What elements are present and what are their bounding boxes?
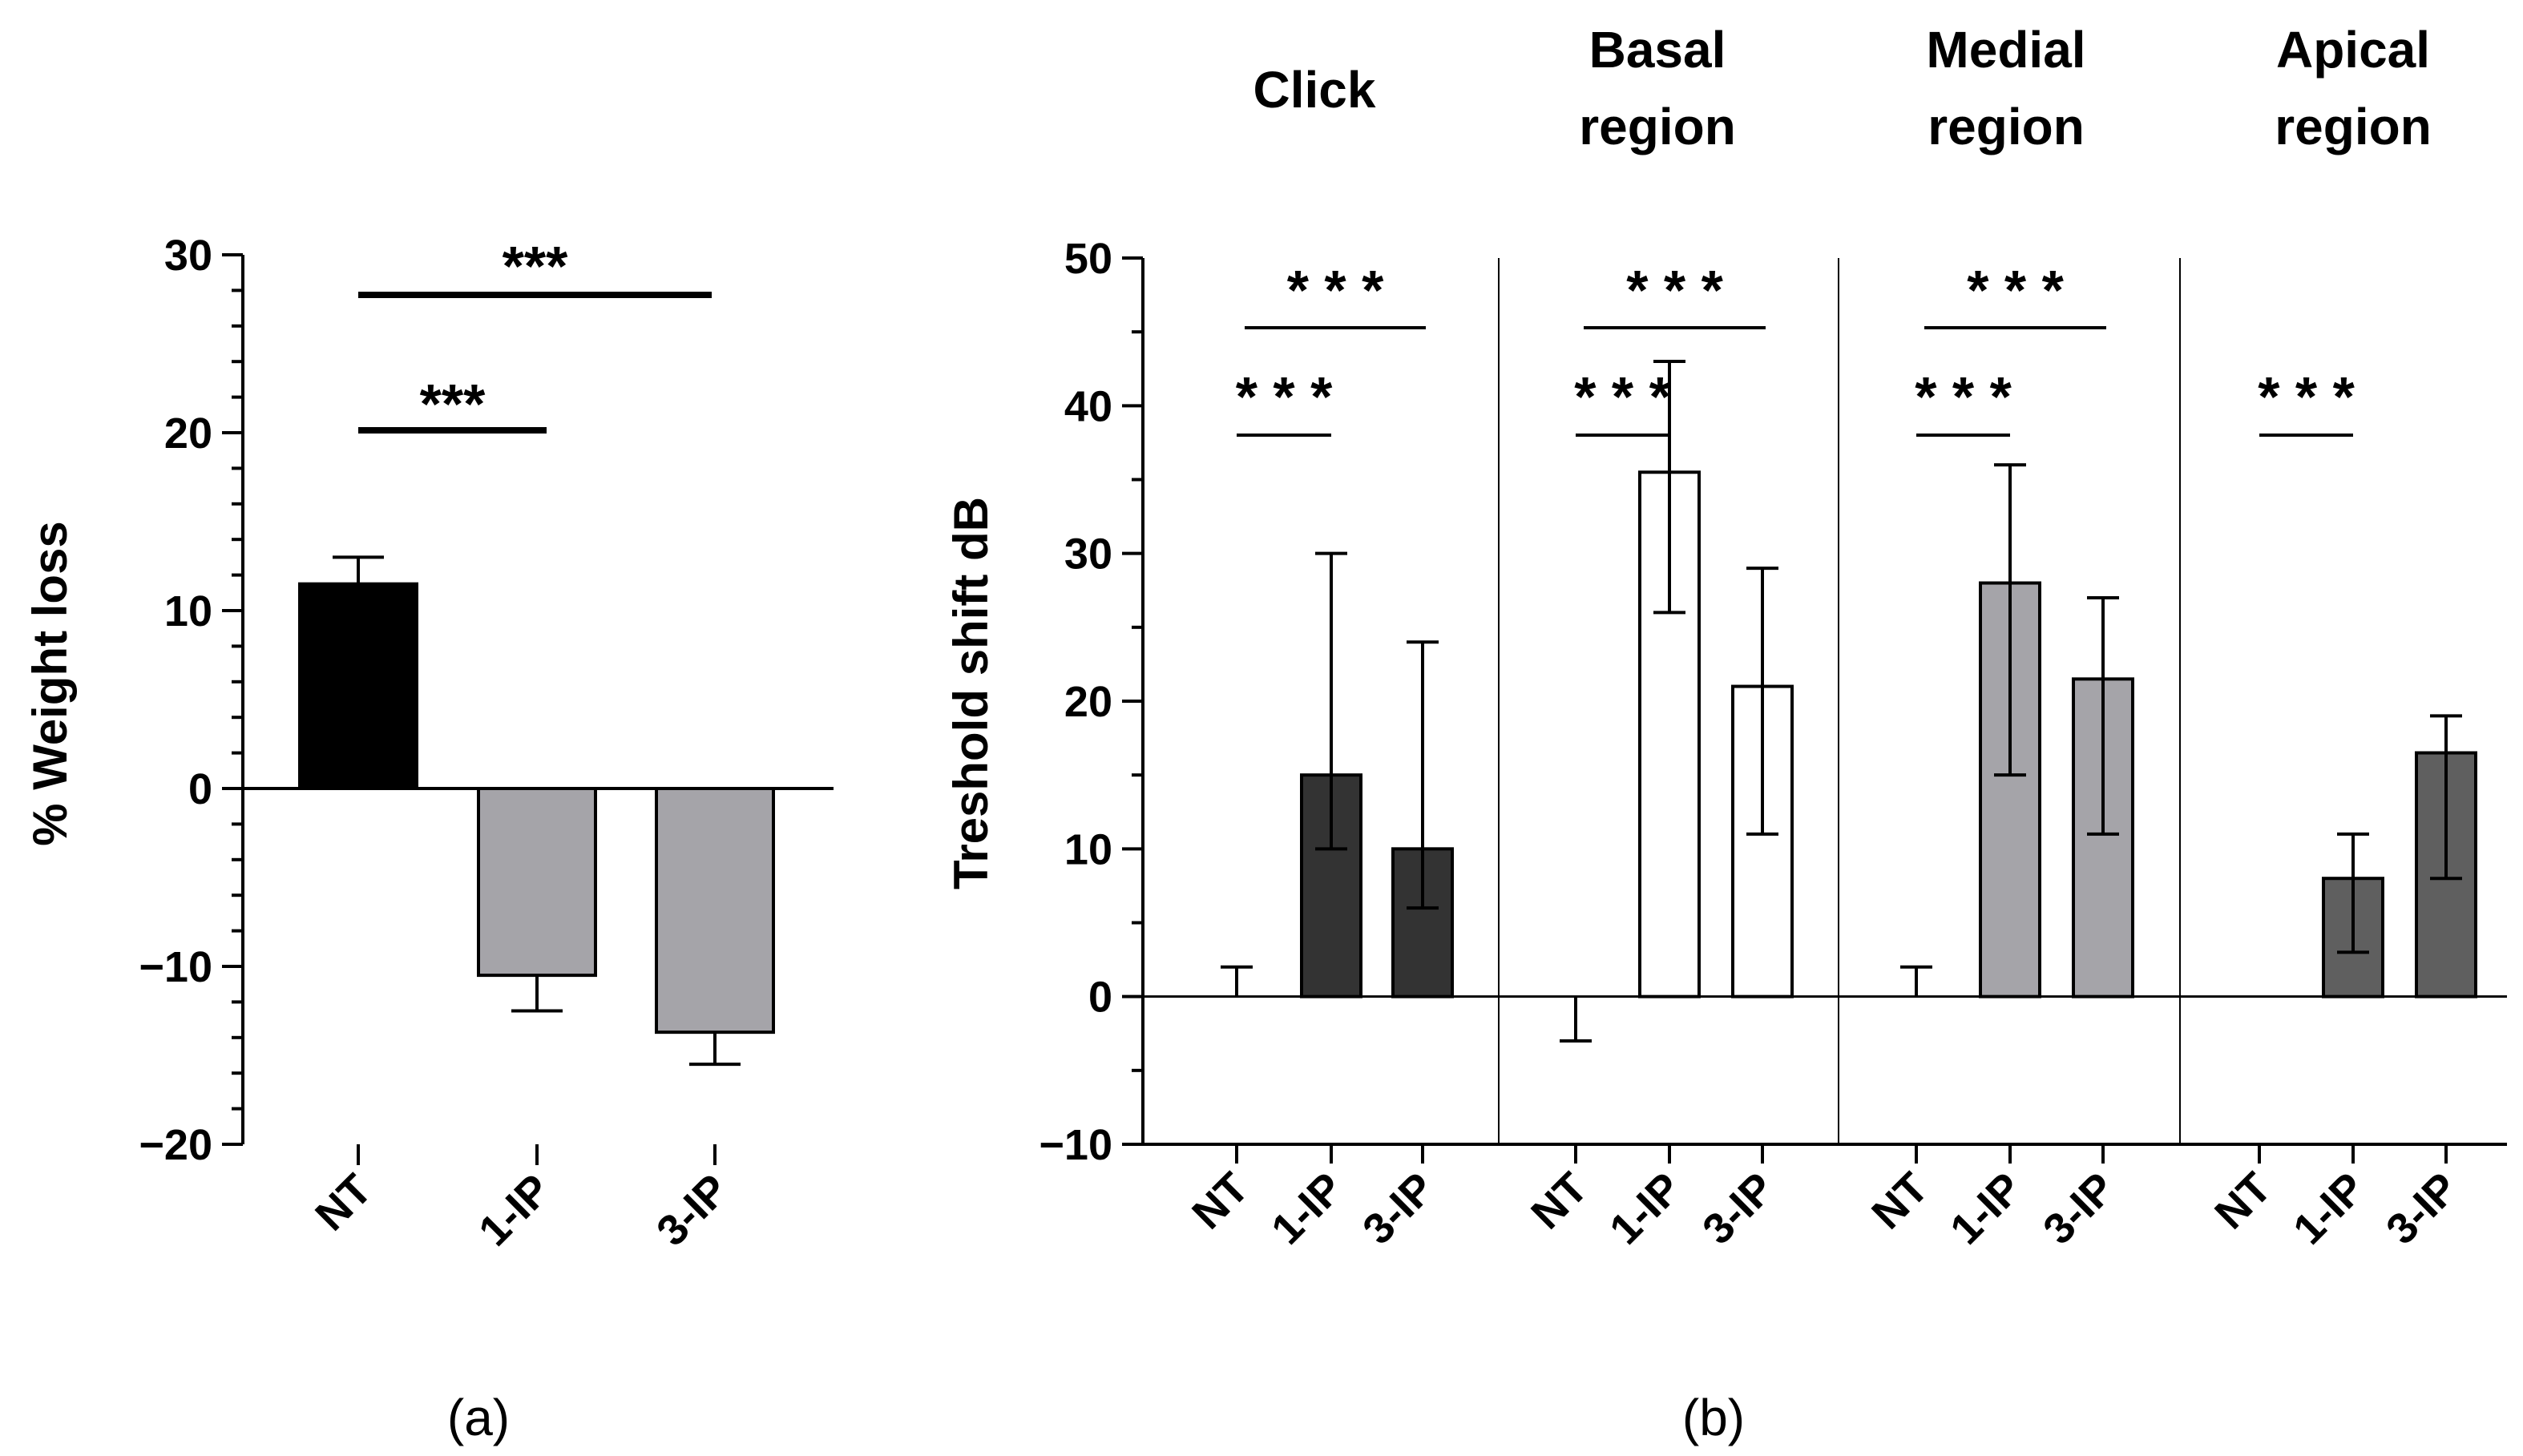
y-tick-label-b: 20 bbox=[1064, 678, 1112, 726]
significance-stars-b: * * * bbox=[1574, 365, 1671, 428]
y-tick-label-a: −20 bbox=[139, 1121, 212, 1169]
x-label-b-3-IP: 3-IP bbox=[1354, 1164, 1443, 1253]
x-label-b-1-IP: 1-IP bbox=[1262, 1164, 1352, 1253]
group-title: region bbox=[2275, 98, 2432, 155]
panel-label-a: (a) bbox=[447, 1389, 510, 1446]
panel-label-b: (b) bbox=[1682, 1389, 1745, 1446]
x-label-b-NT: NT bbox=[1183, 1164, 1257, 1238]
significance-stars-a: *** bbox=[503, 235, 568, 297]
significance-stars-b: * * * bbox=[1967, 259, 2064, 321]
x-label-b-1-IP: 1-IP bbox=[2284, 1164, 2374, 1253]
significance-stars-b: * * * bbox=[2258, 365, 2355, 428]
y-tick-label-b: 40 bbox=[1064, 382, 1112, 430]
y-tick-label-a: 0 bbox=[188, 765, 212, 813]
group-title: region bbox=[1928, 98, 2085, 155]
y-axis-title-b: Treshold shift dB bbox=[944, 497, 998, 889]
y-tick-label-a: 30 bbox=[164, 232, 212, 280]
bar-a-3-IP bbox=[655, 787, 775, 1035]
x-label-b-3-IP: 3-IP bbox=[2034, 1164, 2124, 1253]
y-tick-label-b: −10 bbox=[1039, 1121, 1112, 1169]
x-label-a-NT: NT bbox=[306, 1165, 381, 1240]
y-tick-label-b: 50 bbox=[1064, 235, 1112, 283]
group-title: Apical bbox=[2276, 21, 2430, 79]
x-label-b-3-IP: 3-IP bbox=[1693, 1164, 1783, 1253]
significance-stars-b: * * * bbox=[1287, 259, 1384, 321]
x-label-b-3-IP: 3-IP bbox=[2377, 1164, 2467, 1253]
significance-stars-b: * * * bbox=[1626, 259, 1723, 321]
significance-stars-b: * * * bbox=[1915, 365, 2012, 428]
x-label-b-1-IP: 1-IP bbox=[1601, 1164, 1690, 1253]
x-label-b-NT: NT bbox=[1863, 1164, 1937, 1238]
group-title: region bbox=[1579, 98, 1736, 155]
group-title: Medial bbox=[1926, 21, 2085, 79]
bar-a-1-IP bbox=[477, 787, 597, 978]
y-tick-label-b: 30 bbox=[1064, 530, 1112, 579]
x-label-a-1-IP: 1-IP bbox=[470, 1165, 559, 1255]
group-title: Basal bbox=[1589, 21, 1726, 79]
y-tick-label-a: 10 bbox=[164, 587, 212, 635]
x-label-b-NT: NT bbox=[2206, 1164, 2280, 1238]
y-tick-label-a: −10 bbox=[139, 943, 212, 991]
x-label-b-NT: NT bbox=[1522, 1164, 1597, 1238]
significance-stars-a: *** bbox=[420, 373, 486, 435]
group-title: Click bbox=[1253, 61, 1376, 119]
x-label-b-1-IP: 1-IP bbox=[1941, 1164, 2031, 1253]
bar-b-3-IP bbox=[1391, 847, 1454, 998]
y-tick-label-b: 10 bbox=[1064, 825, 1112, 873]
y-axis-title-a: % Weight loss bbox=[23, 521, 77, 846]
x-label-a-3-IP: 3-IP bbox=[648, 1165, 737, 1255]
y-tick-label-a: 20 bbox=[164, 409, 212, 458]
y-tick-label-b: 0 bbox=[1088, 974, 1112, 1022]
significance-stars-b: * * * bbox=[1236, 365, 1333, 428]
bar-a-NT bbox=[298, 582, 418, 791]
